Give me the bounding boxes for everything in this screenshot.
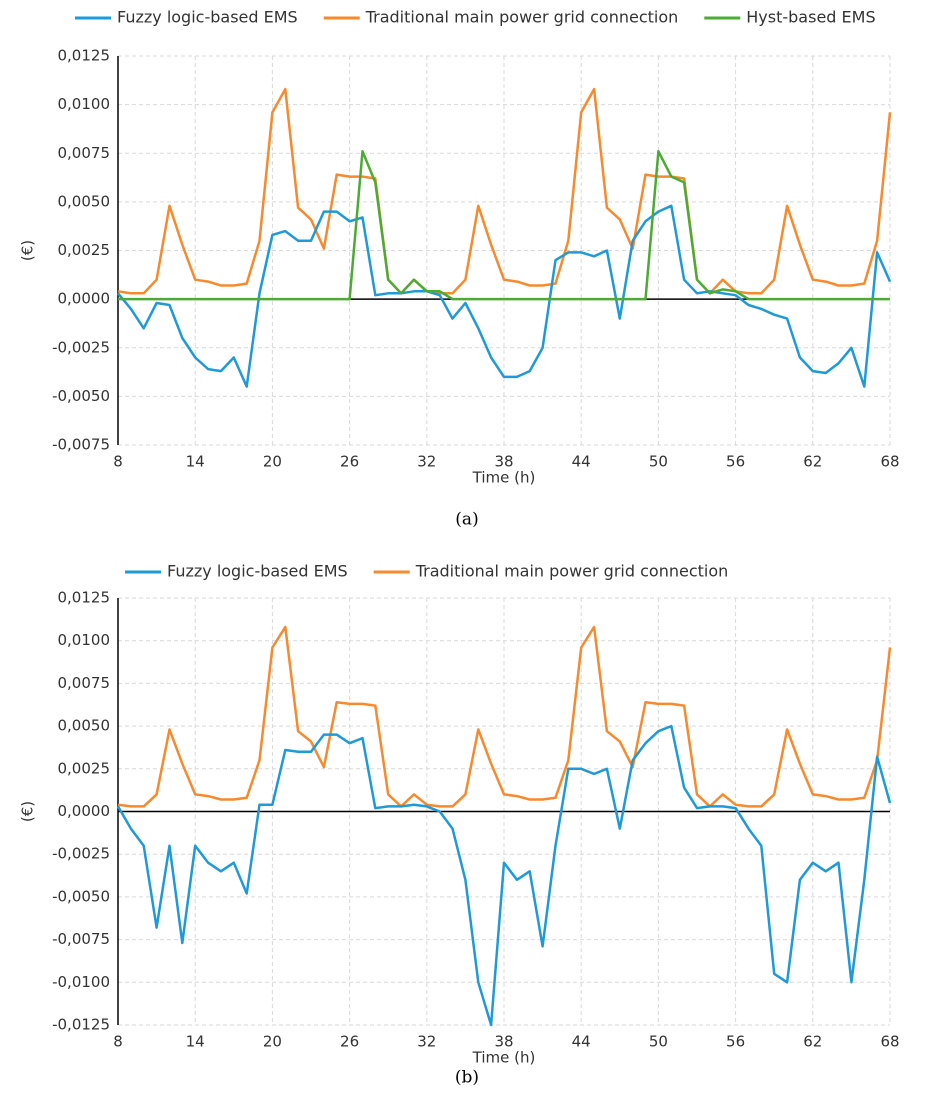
y-tick-label: 0,0075 bbox=[58, 674, 111, 692]
x-axis-label: Time (h) bbox=[472, 1049, 536, 1067]
x-tick-label: 26 bbox=[340, 1033, 359, 1051]
y-axis-label: (€) bbox=[19, 240, 37, 261]
series-line bbox=[117, 87, 892, 295]
x-tick-label: 20 bbox=[263, 453, 282, 471]
series-line bbox=[118, 150, 890, 301]
x-tick-label: 62 bbox=[803, 1033, 822, 1051]
y-tick-label: -0,0075 bbox=[52, 436, 110, 454]
y-axis-label: (€) bbox=[19, 801, 37, 822]
y-tick-label: 0,0125 bbox=[58, 589, 111, 607]
y-tick-label: -0,0025 bbox=[52, 845, 110, 863]
x-tick-label: 14 bbox=[186, 1033, 205, 1051]
x-tick-label: 50 bbox=[649, 453, 668, 471]
x-tick-label: 56 bbox=[726, 1033, 745, 1051]
y-tick-label: -0,0075 bbox=[52, 930, 110, 948]
x-tick-label: 44 bbox=[572, 1033, 591, 1051]
y-tick-label: 0,0075 bbox=[58, 144, 111, 162]
x-tick-label: 32 bbox=[417, 453, 436, 471]
x-tick-label: 56 bbox=[726, 453, 745, 471]
y-tick-label: -0,0100 bbox=[52, 973, 110, 991]
x-tick-label: 50 bbox=[649, 1033, 668, 1051]
y-tick-label: -0,0125 bbox=[52, 1016, 110, 1034]
y-tick-label: 0,0050 bbox=[58, 192, 111, 210]
x-tick-label: 26 bbox=[340, 453, 359, 471]
series-line bbox=[117, 204, 892, 388]
x-tick-label: 20 bbox=[263, 1033, 282, 1051]
y-tick-label: 0,0100 bbox=[58, 631, 111, 649]
y-tick-label: -0,0025 bbox=[52, 338, 110, 356]
x-tick-label: 32 bbox=[417, 1033, 436, 1051]
legend-label: Fuzzy logic-based EMS bbox=[117, 8, 298, 27]
y-tick-label: 0,0025 bbox=[58, 241, 111, 259]
y-tick-label: -0,0050 bbox=[52, 387, 110, 405]
x-axis-label: Time (h) bbox=[472, 469, 536, 487]
x-tick-label: 8 bbox=[113, 1033, 123, 1051]
y-tick-label: 0,0000 bbox=[58, 802, 111, 820]
x-tick-label: 68 bbox=[880, 453, 899, 471]
caption: (a) bbox=[455, 510, 478, 530]
x-tick-label: 38 bbox=[494, 453, 513, 471]
legend-label: Hyst-based EMS bbox=[746, 8, 875, 27]
series-line bbox=[116, 724, 892, 1027]
x-tick-label: 44 bbox=[572, 453, 591, 471]
y-tick-label: 0,0100 bbox=[58, 95, 111, 113]
y-tick-label: 0,0125 bbox=[58, 47, 111, 65]
legend-label: Traditional main power grid connection bbox=[365, 8, 679, 27]
y-tick-label: 0,0025 bbox=[58, 759, 111, 777]
x-tick-label: 68 bbox=[880, 1033, 899, 1051]
series-line bbox=[117, 625, 892, 808]
x-tick-label: 14 bbox=[186, 453, 205, 471]
x-tick-label: 8 bbox=[113, 453, 123, 471]
caption: (b) bbox=[455, 1068, 479, 1088]
x-tick-label: 62 bbox=[803, 453, 822, 471]
x-tick-label: 38 bbox=[494, 1033, 513, 1051]
y-tick-label: 0,0000 bbox=[58, 290, 111, 308]
y-tick-label: -0,0050 bbox=[52, 887, 110, 905]
y-tick-label: 0,0050 bbox=[58, 717, 111, 735]
legend-label: Traditional main power grid connection bbox=[415, 562, 729, 581]
legend-label: Fuzzy logic-based EMS bbox=[167, 562, 348, 581]
